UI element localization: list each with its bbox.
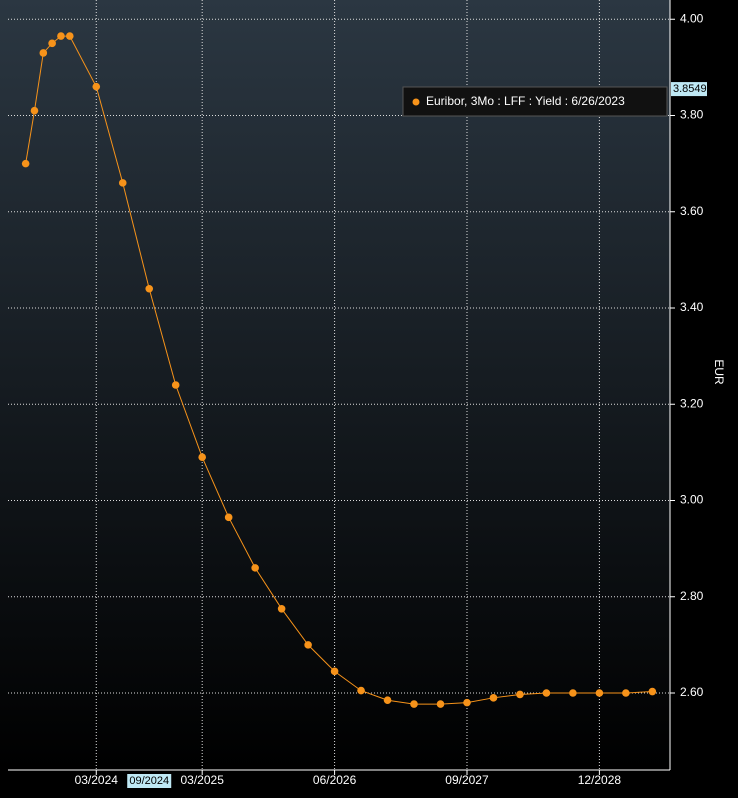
last-value-label: 3.8549 [673,83,707,95]
x-tick-label: 03/2025 [180,773,224,787]
y-tick-label: 4.00 [680,11,704,25]
point [648,687,657,696]
point [171,381,180,389]
legend-swatch [412,98,420,106]
y-tick-label: 3.80 [680,108,704,122]
x-tick-label: 03/2024 [75,773,119,787]
point [118,179,127,187]
y-tick-label: 2.60 [680,685,704,699]
cursor-label: 09/2024 [129,775,169,787]
point [436,700,445,708]
point [595,689,604,697]
point [463,698,471,707]
point [57,32,65,40]
point [92,82,101,91]
x-tick-label: 09/2027 [445,773,489,787]
point [251,564,259,572]
y-axis-label: EUR [712,359,726,385]
legend-box [402,86,668,117]
last-value-box [671,82,707,97]
x-tick-label: 12/2028 [578,773,622,787]
point [542,689,551,697]
legend-label: Euribor, 3Mo : LFF : Yield : 6/26/2023 [426,94,625,108]
y-tick-label: 3.00 [680,493,704,507]
point [410,700,418,708]
point [65,32,74,40]
point [569,689,577,697]
cursor-label-box [127,774,172,788]
point [198,453,206,461]
point [489,694,498,702]
point [304,641,312,649]
point [622,689,630,697]
point [516,690,524,699]
point [357,686,365,695]
point [383,696,392,705]
point [21,159,30,168]
y-tick-label: 2.80 [680,589,704,603]
legend: Euribor, 3Mo : LFF : Yield : 6/26/2023 [402,86,668,117]
point [39,49,48,57]
point [330,667,339,676]
point [224,513,233,522]
point [277,604,286,613]
point [30,106,39,115]
x-tick-label: 06/2026 [313,773,357,787]
y-tick-label: 3.20 [680,396,704,410]
line [25,35,653,705]
y-tick-label: 3.40 [680,300,704,314]
y-tick-label: 3.60 [680,204,704,218]
point [145,284,154,293]
point [48,39,56,48]
